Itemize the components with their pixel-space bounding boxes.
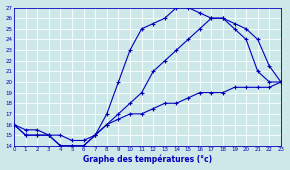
X-axis label: Graphe des températures (°c): Graphe des températures (°c) — [83, 155, 212, 164]
